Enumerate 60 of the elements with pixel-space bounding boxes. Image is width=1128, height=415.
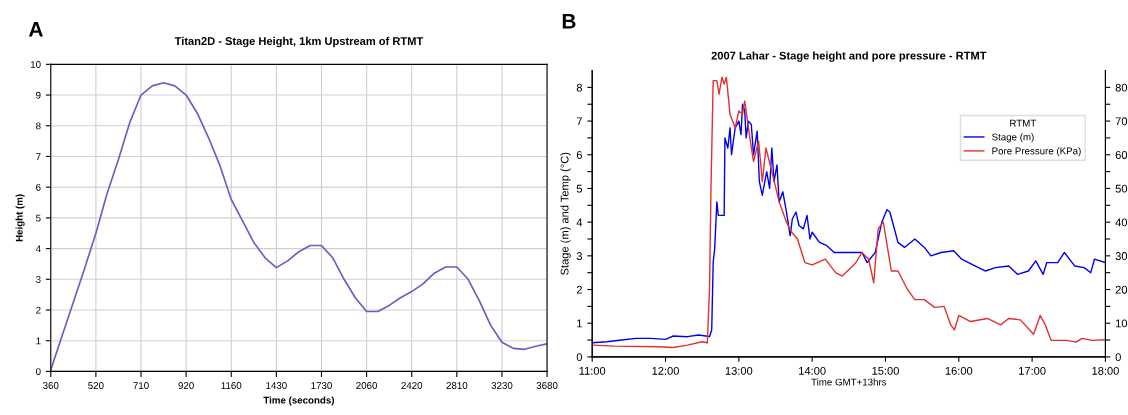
y-tick-label: 3	[36, 276, 41, 283]
x-tick-label: 11:00	[579, 366, 606, 375]
y-tick-label: 3	[576, 252, 582, 260]
x-tick-label: 13:00	[725, 366, 753, 375]
y-tick-label: 5	[36, 214, 41, 222]
y-axis-title: Height (m)	[15, 194, 25, 242]
x-tick-label: 1730	[311, 382, 332, 389]
x-tick-label: 3230	[491, 382, 513, 389]
y2-tick-label: 40	[1115, 218, 1128, 227]
y-axis-title: Stage (m) and Temp (°C)	[560, 152, 571, 275]
y-tick-label: 4	[35, 245, 41, 253]
y-tick-label: 6	[576, 151, 582, 159]
x-tick-label: 1430	[266, 382, 287, 389]
text: B	[562, 14, 576, 29]
x-tick-label: 15:00	[872, 366, 899, 375]
y-tick-label: 4	[576, 218, 583, 227]
x-tick-label: 710	[133, 382, 149, 389]
x-tick-label: 520	[88, 382, 104, 389]
x-axis-title: Time (seconds)	[263, 396, 335, 406]
y-tick-label: 7	[576, 117, 582, 126]
x-tick-label: 2810	[446, 382, 468, 389]
chart-title: 2007 Lahar - Stage height and pore pressure - RTMT	[711, 51, 987, 62]
y-tick-label: 2	[576, 285, 582, 294]
y-tick-label: 0	[576, 353, 583, 362]
y2-tick-label: 10	[1116, 319, 1128, 328]
legend-label: Pore Pressure (KPa)	[992, 147, 1081, 157]
y-tick-label: 10	[30, 61, 41, 68]
y2-tick-label: 30	[1115, 252, 1128, 260]
x-tick-label: 920	[178, 382, 194, 389]
y-tick-label: 1	[577, 319, 582, 328]
y-tick-label: 8	[36, 122, 41, 130]
y2-tick-label: 0	[1115, 353, 1121, 362]
y-tick-label: 8	[576, 83, 582, 92]
y-tick-label: 6	[36, 183, 41, 191]
y2-tick-label: 60	[1115, 151, 1128, 159]
y-tick-label: 1	[36, 337, 41, 345]
y-tick-label: 7	[36, 153, 41, 160]
text: A	[28, 22, 43, 37]
x-tick-label: 1160	[221, 382, 242, 389]
y2-tick-label: 20	[1115, 285, 1128, 294]
x-tick-label: 2420	[401, 382, 423, 389]
legend-title: RTMT	[1010, 119, 1037, 127]
x-tick-label: 3680	[536, 382, 558, 389]
y-tick-label: 5	[576, 184, 583, 193]
x-tick-label: 2060	[356, 382, 378, 389]
legend-label: Stage (m)	[992, 133, 1034, 143]
y-tick-label: 0	[36, 368, 41, 376]
y-tick-label: 2	[36, 306, 41, 314]
x-tick-label: 16:00	[945, 366, 973, 375]
y2-tick-label: 50	[1115, 184, 1128, 193]
x-axis-title: Time GMT+13hrs	[811, 378, 887, 386]
y-tick-label: 9	[36, 91, 41, 99]
chart-title: Titan2D - Stage Height, 1km Upstream of RTMT	[174, 36, 424, 48]
x-tick-label: 14:00	[799, 366, 826, 375]
y2-tick-label: 70	[1115, 117, 1128, 126]
x-tick-label: 360	[43, 382, 59, 389]
x-tick-label: 12:00	[652, 366, 679, 375]
x-tick-label: 18:00	[1092, 366, 1119, 375]
y2-tick-label: 80	[1115, 83, 1128, 92]
x-tick-label: 17:00	[1019, 366, 1046, 375]
